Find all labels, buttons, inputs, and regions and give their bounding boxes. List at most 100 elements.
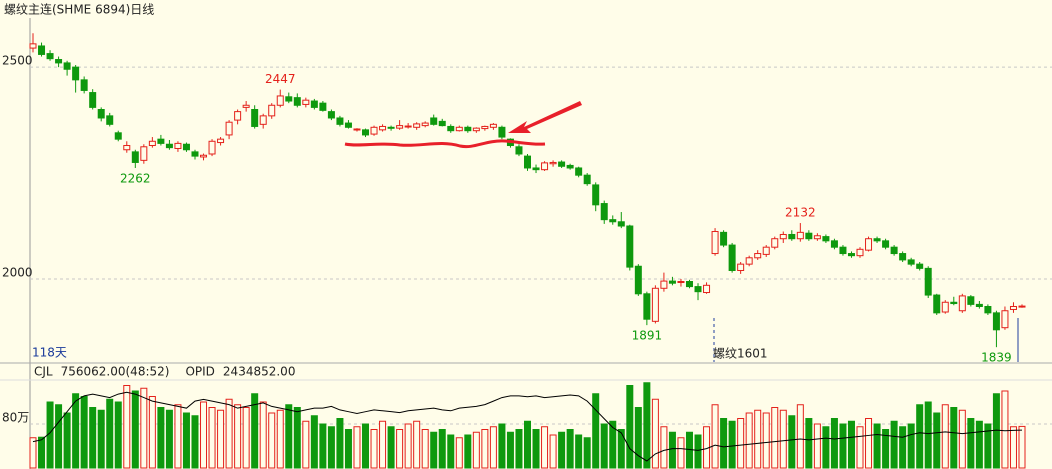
volume-bar	[165, 409, 173, 469]
candle-body	[754, 253, 762, 259]
volume-bar	[660, 426, 668, 469]
volume-bar	[344, 429, 352, 469]
candle-body	[379, 125, 387, 131]
candle-body	[140, 146, 148, 161]
candle-body	[592, 184, 600, 206]
volume-bar	[634, 407, 642, 469]
high-label: 2132	[785, 206, 816, 220]
volume-bar	[123, 385, 131, 469]
candle-body	[396, 125, 404, 129]
candle-body	[677, 281, 685, 284]
volume-bar	[114, 401, 122, 469]
candle-body	[865, 238, 873, 251]
candle-body	[933, 294, 941, 314]
low-label: 2262	[120, 171, 151, 185]
volume-bar	[643, 382, 651, 469]
candle-body	[191, 151, 199, 157]
candle-body	[958, 295, 966, 312]
volume-bar	[438, 429, 446, 469]
candle-body	[123, 145, 131, 151]
legend-value: 756062.00(48:52)	[61, 365, 170, 379]
volume-bar	[975, 420, 983, 469]
volume-bar	[609, 420, 617, 469]
volume-bar	[950, 407, 958, 469]
candle-body	[916, 263, 924, 269]
volume-bar	[720, 418, 728, 469]
volume-bar	[63, 412, 71, 469]
volume-bar	[779, 409, 787, 469]
candle-body	[259, 115, 267, 125]
candle-body	[668, 280, 676, 284]
volume-bar	[208, 407, 216, 469]
candle-body	[694, 286, 702, 293]
volume-bar	[916, 404, 924, 469]
candle-body	[464, 126, 472, 132]
volume-bar	[711, 404, 719, 469]
candle-body	[404, 125, 412, 128]
candle-body	[617, 221, 625, 227]
candle-body	[276, 95, 284, 106]
volume-bar	[907, 423, 915, 469]
candle-body	[558, 161, 566, 167]
volume-bar	[89, 407, 97, 469]
candle-body	[634, 265, 642, 295]
candle-body	[131, 151, 139, 163]
candle-body	[447, 125, 455, 132]
candle-body	[387, 126, 395, 129]
volume-bar	[805, 418, 813, 469]
volume-bar	[97, 409, 105, 469]
volume-bar	[967, 418, 975, 469]
volume-bar	[651, 398, 659, 469]
volume-bar	[293, 407, 301, 469]
candle-body	[788, 233, 796, 240]
candle-body	[907, 259, 915, 265]
volume-bar	[182, 412, 190, 469]
candle-body	[489, 123, 497, 128]
candle-body	[242, 104, 250, 108]
candle-body	[89, 92, 97, 108]
volume-bar	[933, 412, 941, 469]
volume-bar	[148, 396, 156, 469]
candle-body	[728, 244, 736, 271]
candle-body	[711, 231, 719, 255]
volume-bar	[830, 418, 838, 469]
volume-bar	[225, 398, 233, 469]
volume-bar	[396, 429, 404, 469]
volume-bar	[847, 420, 855, 469]
chart-title: 螺纹主连(SHME 6894)日线	[4, 2, 154, 17]
contract-label: 螺纹1601	[713, 347, 768, 361]
volume-bar	[251, 393, 259, 469]
volume-bar	[626, 385, 634, 469]
volume-bar	[873, 423, 881, 469]
candle-body	[720, 231, 728, 246]
candle-body	[344, 122, 352, 128]
volume-bar	[899, 426, 907, 469]
candle-body	[685, 281, 693, 288]
candle-body	[1018, 305, 1026, 308]
legend-name: CJL	[34, 365, 53, 379]
volume-bar	[822, 426, 830, 469]
candle-body	[63, 62, 71, 70]
volume-bar	[131, 390, 139, 469]
volume-bar	[762, 412, 770, 469]
y-tick-label: 2000	[2, 265, 33, 279]
volume-bar	[268, 412, 276, 469]
candle-body	[813, 235, 821, 240]
volume-bar	[285, 404, 293, 469]
high-label: 2447	[265, 72, 296, 86]
volume-bar	[421, 429, 429, 469]
volume-bar	[336, 418, 344, 469]
candle-body	[975, 303, 983, 308]
candle-body	[575, 167, 583, 176]
candle-body	[703, 284, 711, 294]
volume-bar	[259, 401, 267, 469]
volume-bar	[882, 429, 890, 469]
candle-body	[796, 231, 804, 240]
volume-bar	[668, 431, 676, 469]
volume-bar	[404, 423, 412, 469]
volume-bar	[524, 420, 531, 469]
volume-bar	[302, 420, 310, 469]
candle-body	[148, 140, 156, 147]
